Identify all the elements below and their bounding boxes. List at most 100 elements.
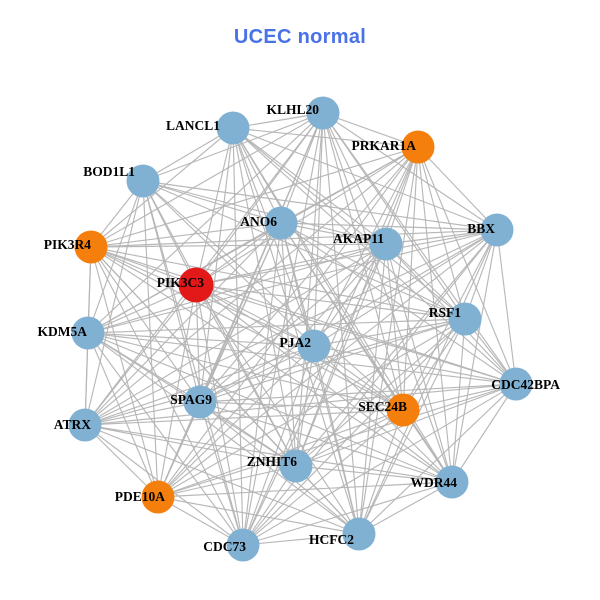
network-node-bbx[interactable] <box>480 213 514 247</box>
network-edge <box>242 409 404 546</box>
network-edge <box>84 424 297 467</box>
network-edge <box>87 332 159 498</box>
network-node-label-prkar1a: PRKAR1A <box>352 138 417 153</box>
network-node-pik3r4[interactable] <box>74 230 108 264</box>
network-edge <box>417 146 466 320</box>
network-edge <box>242 345 315 546</box>
network-node-pik3c3[interactable] <box>178 267 214 303</box>
network-edge <box>358 318 466 535</box>
network-edge <box>90 246 201 403</box>
network-node-lancl1[interactable] <box>216 111 250 145</box>
network-edge <box>142 180 201 403</box>
network-edge <box>90 229 498 248</box>
network-node-label-spag9: SPAG9 <box>170 392 212 407</box>
network-edge <box>385 243 404 411</box>
network-edge <box>313 318 466 347</box>
edge-layer <box>84 112 517 546</box>
network-edge <box>232 127 297 467</box>
network-edge <box>199 401 453 483</box>
network-node-prkar1a[interactable] <box>401 130 435 164</box>
network-edge <box>451 383 517 483</box>
network-edge <box>295 243 387 467</box>
network-edge <box>280 222 387 245</box>
network-edge <box>84 424 453 483</box>
network-edge <box>313 345 517 385</box>
network-edge <box>232 127 282 224</box>
network-edge <box>322 112 387 245</box>
network-node-cdc42bpa[interactable] <box>499 367 533 401</box>
network-edge <box>84 243 387 426</box>
network-node-pde10a[interactable] <box>141 480 175 514</box>
network-node-wdr44[interactable] <box>435 465 469 499</box>
network-edge <box>84 222 282 426</box>
network-edge <box>295 465 453 483</box>
network-edge <box>199 243 387 403</box>
network-node-label-lancl1: LANCL1 <box>166 118 220 133</box>
network-node-label-klhl20: KLHL20 <box>266 102 319 117</box>
network-edge <box>242 318 466 546</box>
network-edge <box>195 284 466 320</box>
network-edge <box>90 246 517 385</box>
network-node-klhl20[interactable] <box>306 96 340 130</box>
network-edge <box>87 318 466 334</box>
network-edge <box>195 284 297 467</box>
network-edge <box>142 127 234 182</box>
network-edge <box>199 146 419 403</box>
network-edge <box>232 127 419 148</box>
network-edge <box>199 401 244 546</box>
network-node-bod1l1[interactable] <box>126 164 160 198</box>
network-edge <box>142 180 282 224</box>
network-edge <box>313 345 453 483</box>
network-edge <box>417 146 453 483</box>
network-edge <box>90 246 404 411</box>
network-edge <box>90 112 324 248</box>
network-edge <box>242 481 453 546</box>
network-edge <box>195 284 201 403</box>
network-node-label-pde10a: PDE10A <box>115 489 166 504</box>
network-node-cdc73[interactable] <box>226 528 260 562</box>
network-node-label-pja2: PJA2 <box>280 335 312 350</box>
network-edge <box>313 243 387 347</box>
network-edge <box>195 146 419 286</box>
network-edge <box>87 332 315 347</box>
network-node-rsf1[interactable] <box>448 302 482 336</box>
network-edge <box>157 409 404 498</box>
network-edge <box>195 284 453 483</box>
network-node-ano6[interactable] <box>264 206 298 240</box>
network-edge <box>451 229 498 483</box>
network-edge <box>199 401 360 535</box>
network-edge <box>84 401 201 426</box>
network-edge <box>358 409 404 535</box>
network-edge <box>142 180 498 231</box>
network-node-sec24b[interactable] <box>386 393 420 427</box>
network-node-pja2[interactable] <box>297 329 331 363</box>
network-edge <box>358 481 453 535</box>
network-edge <box>199 345 315 403</box>
network-edge <box>451 318 466 483</box>
network-edge <box>157 465 297 498</box>
network-edge <box>84 424 360 535</box>
network-edge <box>199 318 466 403</box>
network-edge <box>157 345 315 498</box>
network-edge <box>195 284 360 535</box>
network-node-atrx[interactable] <box>68 408 102 442</box>
network-edge <box>358 243 387 535</box>
network-edge <box>280 222 498 231</box>
network-edge <box>322 112 517 385</box>
network-node-spag9[interactable] <box>183 385 217 419</box>
network-edge <box>157 284 197 498</box>
network-edge <box>90 222 282 248</box>
network-edge <box>87 332 404 411</box>
network-node-hcfc2[interactable] <box>342 517 376 551</box>
network-edge <box>87 112 324 334</box>
network-edge <box>402 318 466 411</box>
network-node-kdm5a[interactable] <box>71 316 105 350</box>
network-node-label-cdc73: CDC73 <box>203 539 246 554</box>
network-node-label-atrx: ATRX <box>54 417 92 432</box>
network-node-akap11[interactable] <box>369 227 403 261</box>
network-node-label-sec24b: SEC24B <box>358 399 407 414</box>
network-edge <box>142 180 315 347</box>
network-node-znhit6[interactable] <box>279 449 313 483</box>
